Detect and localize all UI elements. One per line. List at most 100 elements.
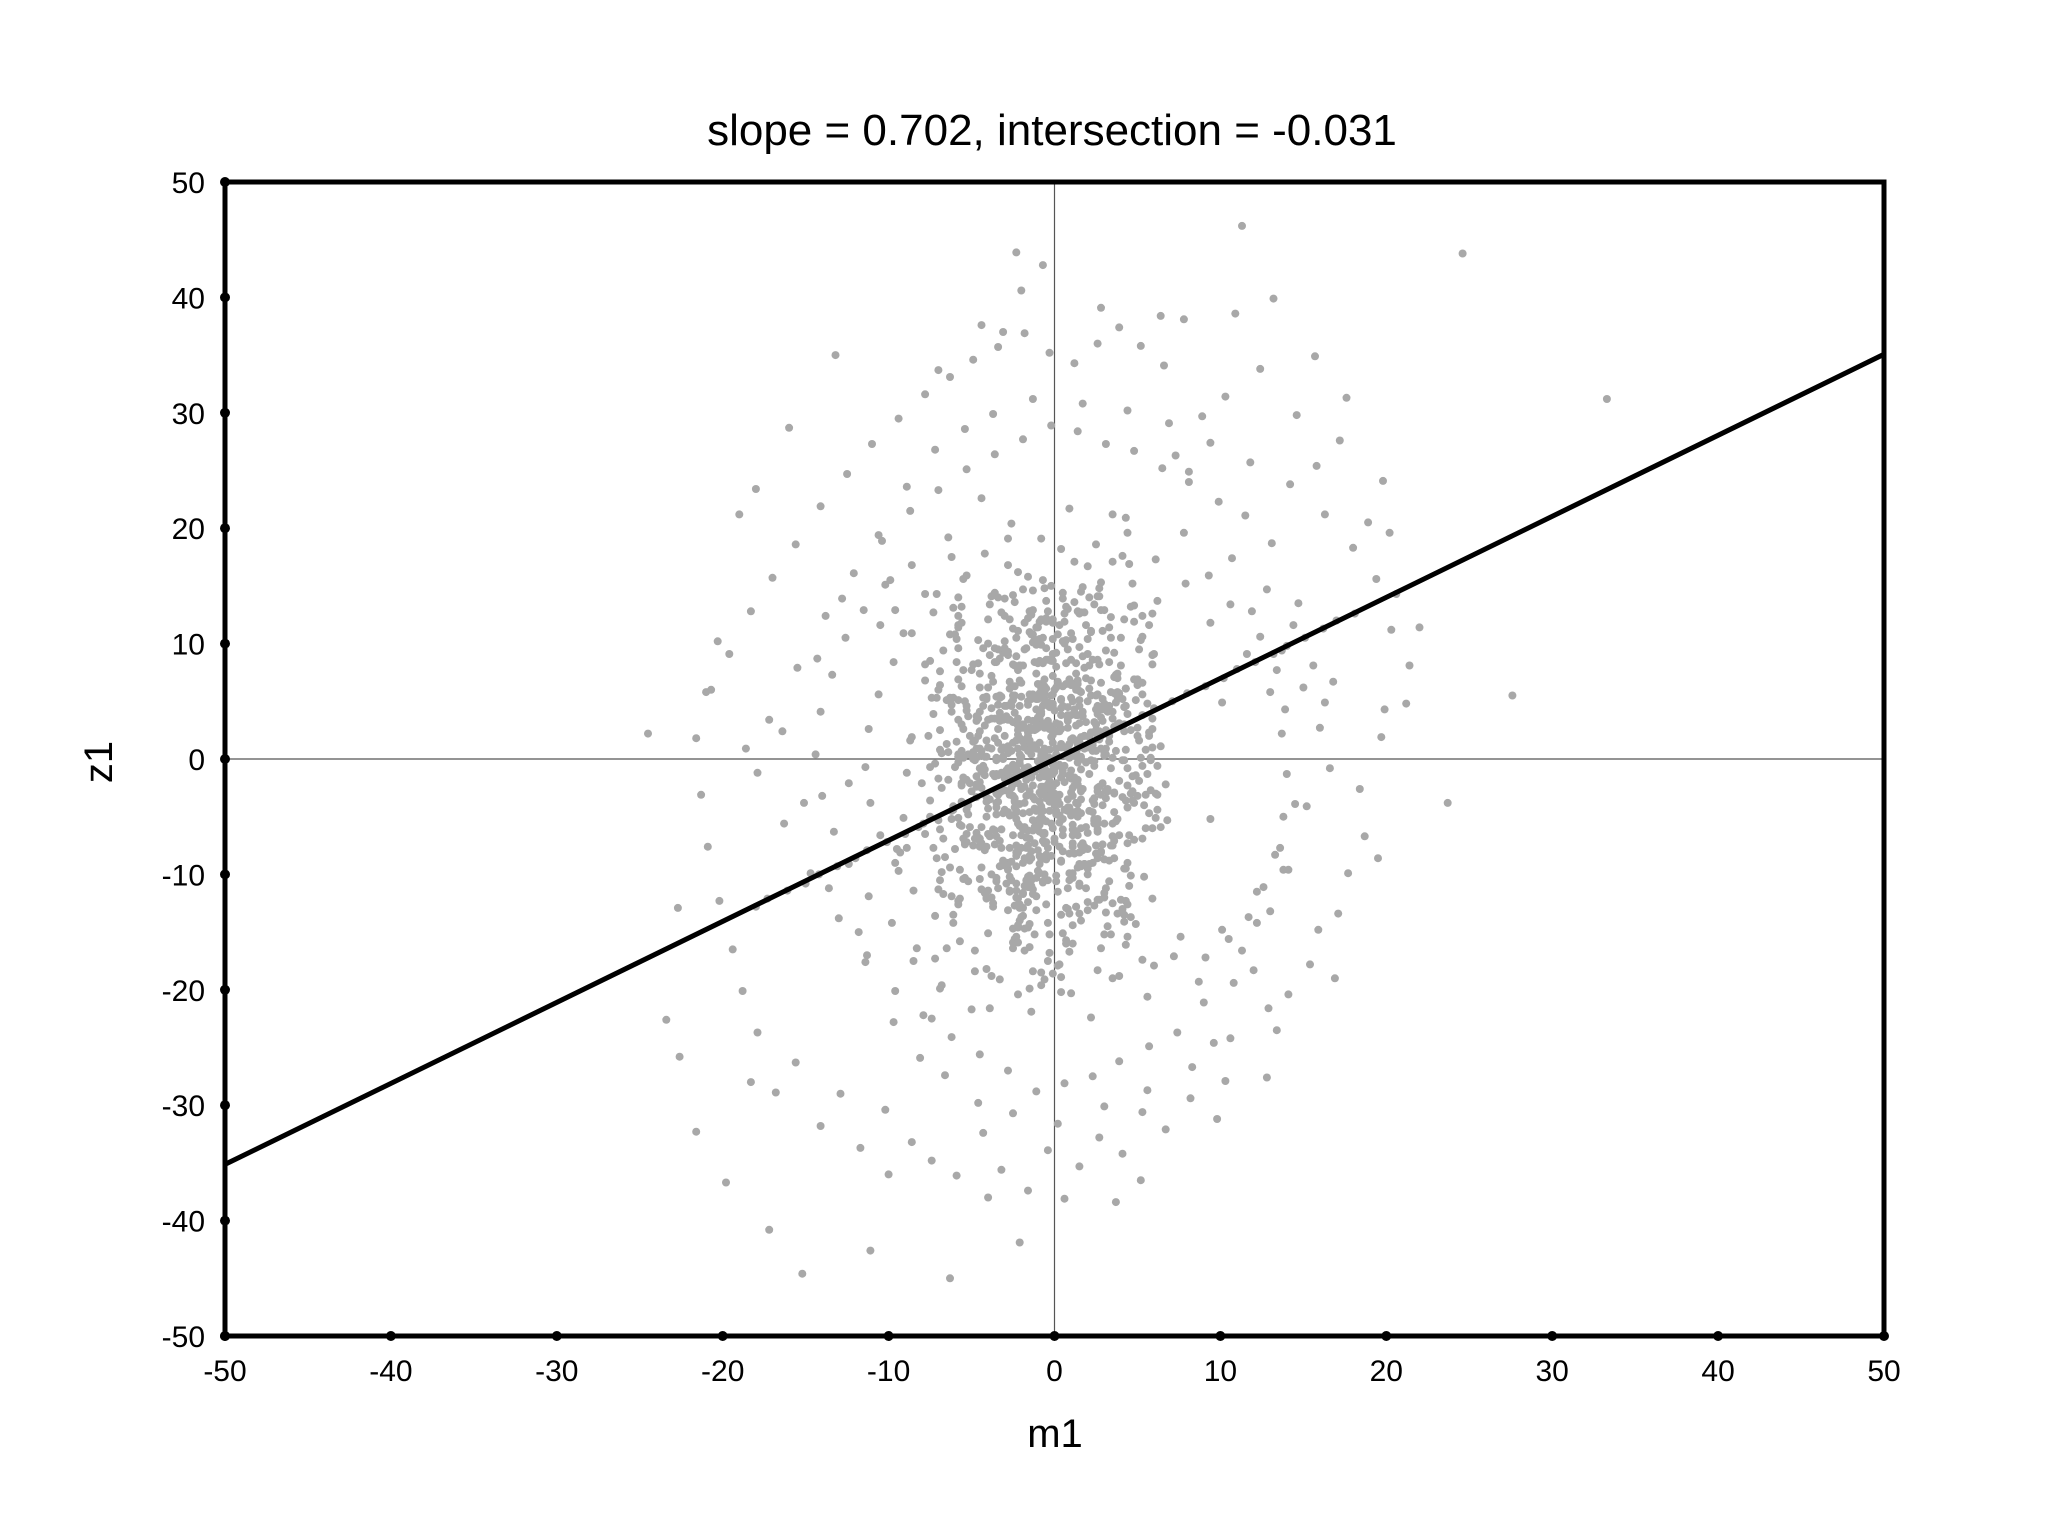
scatter-point: [1150, 650, 1158, 658]
scatter-point: [1093, 825, 1102, 834]
scatter-point: [1009, 831, 1017, 840]
scatter-point: [713, 637, 722, 646]
scatter-point: [768, 573, 777, 582]
scatter-point: [1133, 723, 1142, 732]
x-tick-label: -50: [203, 1355, 246, 1388]
scatter-point: [1173, 1028, 1182, 1037]
scatter-point: [934, 774, 943, 783]
scatter-point: [1075, 696, 1084, 705]
scatter-point: [974, 1098, 983, 1107]
scatter-point: [946, 1274, 954, 1283]
scatter-point: [1052, 871, 1061, 880]
scatter-point: [992, 798, 1001, 807]
scatter-point: [1083, 898, 1092, 907]
scatter-point: [1048, 969, 1057, 978]
scatter-point: [1072, 669, 1081, 678]
scatter-point: [1184, 478, 1193, 486]
scatter-point: [1019, 911, 1027, 920]
regression-line-group: [223, 352, 1886, 1167]
scatter-point: [1068, 791, 1077, 800]
scatter-point: [889, 1018, 898, 1027]
scatter-point: [1058, 831, 1067, 840]
scatter-point: [934, 685, 943, 694]
scatter-point: [692, 1127, 701, 1136]
scatter-point: [906, 506, 915, 515]
scatter-point: [1123, 710, 1132, 718]
scatter-point: [1121, 940, 1130, 949]
scatter-point: [942, 740, 951, 748]
scatter-point: [1138, 611, 1147, 620]
scatter-point: [1043, 918, 1052, 927]
scatter-point: [1136, 341, 1145, 350]
scatter-point: [921, 660, 930, 669]
scatter-point: [1138, 632, 1147, 641]
scatter-point: [1176, 932, 1185, 941]
scatter-point: [921, 830, 930, 838]
scatter-point: [836, 1089, 845, 1098]
x-tick-label: -20: [701, 1355, 744, 1388]
scatter-point: [887, 918, 896, 927]
scatter-point: [1387, 625, 1396, 634]
scatter-point: [1052, 719, 1061, 728]
scatter-point: [1105, 623, 1114, 632]
scatter-point: [1055, 727, 1064, 736]
scatter-point: [1050, 801, 1059, 810]
scatter-point: [1130, 601, 1139, 610]
scatter-point: [1299, 683, 1308, 692]
scatter-point: [891, 606, 900, 615]
scatter-point: [1033, 846, 1042, 855]
scatter-point: [936, 726, 944, 735]
scatter-point: [1249, 966, 1258, 975]
scatter-point: [989, 410, 998, 418]
scatter-point: [1078, 583, 1087, 592]
scatter-point: [1097, 678, 1105, 687]
scatter-point: [1151, 813, 1160, 822]
scatter-point: [1092, 705, 1100, 714]
x-tick-mark: [1215, 1331, 1226, 1341]
scatter-point: [1148, 743, 1157, 752]
scatter-point: [1179, 528, 1188, 537]
scatter-point: [1012, 633, 1021, 642]
scatter-point: [1000, 701, 1009, 710]
scatter-point: [1052, 648, 1061, 657]
scatter-point: [1123, 803, 1132, 812]
scatter-point: [1058, 588, 1067, 597]
scatter-point: [1030, 839, 1039, 848]
scatter-point: [1259, 883, 1268, 892]
scatter-point: [985, 651, 994, 660]
scatter-point: [1093, 690, 1102, 699]
scatter-point: [1083, 906, 1092, 915]
scatter-point: [1116, 661, 1125, 670]
scatter-point: [1136, 1176, 1145, 1185]
x-tick-label: 40: [1701, 1355, 1734, 1388]
scatter-point: [902, 768, 911, 777]
scatter-point: [977, 321, 986, 330]
scatter-point: [1028, 395, 1037, 403]
scatter-point: [1072, 902, 1081, 911]
scatter-point: [1060, 805, 1069, 814]
scatter-point: [989, 899, 998, 908]
scatter-point: [987, 592, 996, 601]
y-tick-label: 20: [172, 513, 205, 546]
scatter-point: [1004, 906, 1012, 915]
scatter-point: [1120, 703, 1129, 712]
scatter-point: [1019, 809, 1027, 818]
scatter-point: [1065, 772, 1074, 781]
scatter-point: [1334, 909, 1343, 918]
scatter-point: [1072, 798, 1081, 807]
scatter-point: [984, 804, 993, 813]
scatter-point: [982, 893, 991, 902]
scatter-point: [1098, 705, 1107, 714]
scatter-point: [738, 987, 747, 995]
scatter-point: [921, 390, 930, 399]
scatter-point: [1032, 669, 1041, 678]
scatter-point: [941, 1071, 949, 1080]
scatter-point: [1106, 764, 1115, 773]
y-tick-label: 10: [172, 629, 205, 662]
scatter-point: [1385, 528, 1394, 537]
scatter-point: [1360, 832, 1369, 841]
scatter-point: [1009, 944, 1017, 953]
scatter-point: [1120, 727, 1129, 736]
